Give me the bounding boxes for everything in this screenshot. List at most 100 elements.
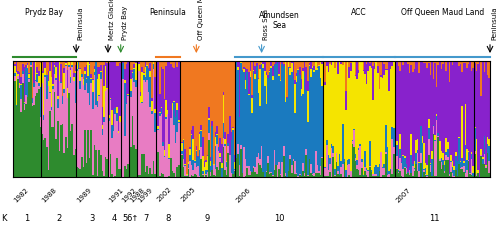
- Bar: [126, 104, 127, 169]
- Bar: [54, 62, 56, 65]
- Bar: [382, 175, 384, 177]
- Bar: [60, 125, 62, 177]
- Bar: [19, 85, 20, 88]
- Bar: [110, 154, 111, 177]
- Bar: [80, 69, 81, 81]
- Bar: [388, 62, 390, 91]
- Text: Peninsula: Peninsula: [492, 6, 498, 40]
- Bar: [354, 161, 356, 177]
- Bar: [188, 164, 189, 168]
- Bar: [275, 165, 276, 177]
- Bar: [280, 175, 281, 177]
- Bar: [237, 70, 238, 144]
- Bar: [138, 64, 140, 71]
- Bar: [142, 72, 143, 102]
- Bar: [130, 79, 132, 91]
- Bar: [89, 105, 90, 158]
- Bar: [407, 172, 409, 173]
- Bar: [126, 103, 127, 104]
- Bar: [368, 61, 369, 62]
- Bar: [33, 105, 35, 177]
- Bar: [56, 78, 57, 79]
- Bar: [478, 170, 479, 173]
- Bar: [299, 75, 300, 174]
- Bar: [76, 71, 78, 167]
- Bar: [113, 127, 114, 131]
- Bar: [262, 68, 264, 172]
- Bar: [198, 176, 200, 177]
- Bar: [456, 62, 458, 161]
- Bar: [194, 161, 196, 163]
- Bar: [398, 173, 400, 177]
- Bar: [172, 67, 173, 103]
- Bar: [487, 61, 488, 75]
- Bar: [82, 85, 84, 167]
- Bar: [261, 168, 262, 177]
- Bar: [48, 61, 49, 71]
- Bar: [360, 144, 361, 146]
- Bar: [378, 89, 380, 164]
- Bar: [208, 107, 210, 118]
- Bar: [105, 157, 106, 177]
- Bar: [377, 73, 378, 167]
- Bar: [198, 134, 200, 150]
- Bar: [154, 77, 156, 109]
- Bar: [156, 61, 158, 100]
- Bar: [116, 107, 117, 113]
- Bar: [420, 127, 422, 153]
- Bar: [164, 99, 166, 150]
- Bar: [406, 174, 407, 177]
- Bar: [103, 86, 105, 117]
- Bar: [136, 61, 138, 69]
- Bar: [401, 61, 402, 62]
- Bar: [106, 63, 108, 88]
- Bar: [127, 61, 128, 62]
- Bar: [368, 62, 369, 71]
- Bar: [398, 66, 400, 169]
- Bar: [304, 173, 306, 176]
- Bar: [306, 67, 307, 90]
- Bar: [244, 67, 245, 69]
- Bar: [294, 161, 296, 174]
- Bar: [436, 116, 438, 120]
- Bar: [100, 155, 102, 177]
- Bar: [315, 61, 316, 62]
- Bar: [432, 126, 434, 134]
- Bar: [111, 110, 113, 125]
- Bar: [324, 176, 326, 177]
- Bar: [72, 67, 73, 123]
- Bar: [212, 126, 213, 170]
- Bar: [420, 153, 422, 163]
- Bar: [252, 96, 253, 99]
- Bar: [127, 62, 128, 94]
- Bar: [264, 71, 266, 86]
- Bar: [48, 71, 49, 81]
- Bar: [110, 98, 111, 99]
- Bar: [456, 61, 458, 62]
- Bar: [74, 149, 76, 177]
- Bar: [205, 61, 206, 161]
- Bar: [264, 86, 266, 177]
- Bar: [32, 99, 33, 103]
- Bar: [234, 169, 235, 170]
- Bar: [127, 94, 128, 95]
- Bar: [452, 65, 454, 161]
- Bar: [372, 66, 374, 100]
- Bar: [159, 176, 160, 177]
- Bar: [409, 175, 410, 177]
- Bar: [464, 104, 466, 144]
- Bar: [57, 61, 58, 96]
- Bar: [180, 157, 181, 173]
- Bar: [27, 68, 28, 97]
- Bar: [415, 62, 417, 140]
- Bar: [298, 69, 299, 70]
- Bar: [431, 62, 432, 151]
- Bar: [286, 97, 288, 98]
- Bar: [84, 130, 86, 177]
- Bar: [334, 61, 336, 68]
- Bar: [288, 67, 290, 171]
- Bar: [423, 172, 424, 177]
- Bar: [471, 154, 472, 159]
- Bar: [482, 61, 484, 157]
- Bar: [54, 67, 56, 74]
